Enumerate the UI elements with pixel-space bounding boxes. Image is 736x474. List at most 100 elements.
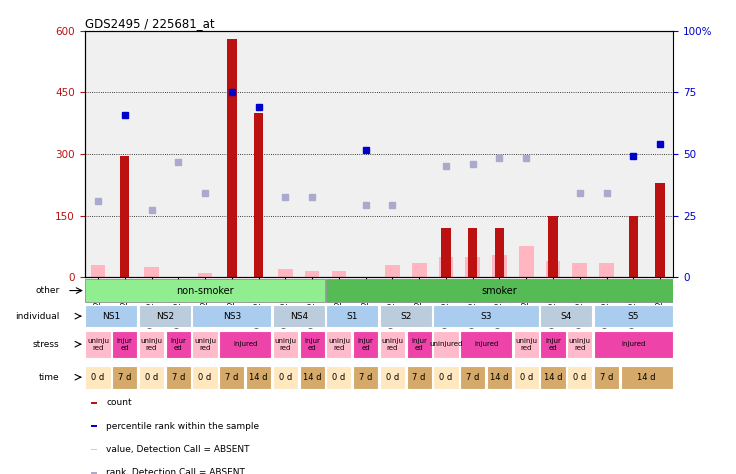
Bar bbox=[91, 449, 97, 450]
Bar bbox=[655, 183, 665, 277]
Bar bbox=[331, 271, 346, 277]
Bar bbox=[120, 156, 130, 277]
Bar bbox=[406, 330, 432, 358]
Bar bbox=[380, 330, 405, 358]
Bar bbox=[198, 273, 213, 277]
Bar bbox=[278, 269, 293, 277]
Bar bbox=[139, 366, 164, 389]
Text: uninju
red: uninju red bbox=[328, 337, 350, 351]
Text: 14 d: 14 d bbox=[637, 373, 656, 382]
Bar bbox=[545, 261, 560, 277]
Bar bbox=[273, 305, 325, 328]
Bar bbox=[567, 366, 592, 389]
Text: 7 d: 7 d bbox=[171, 373, 185, 382]
Text: smoker: smoker bbox=[481, 285, 517, 296]
Text: 14 d: 14 d bbox=[490, 373, 509, 382]
Text: injured: injured bbox=[621, 341, 645, 347]
Bar bbox=[219, 366, 244, 389]
Text: value, Detection Call = ABSENT: value, Detection Call = ABSENT bbox=[106, 445, 250, 454]
Bar bbox=[227, 39, 236, 277]
Text: injur
ed: injur ed bbox=[411, 337, 427, 351]
Bar bbox=[514, 330, 539, 358]
Bar bbox=[439, 257, 453, 277]
Bar bbox=[487, 366, 512, 389]
Bar bbox=[300, 330, 325, 358]
Text: individual: individual bbox=[15, 312, 60, 320]
Text: uninju
red: uninju red bbox=[515, 337, 537, 351]
Text: injured: injured bbox=[474, 341, 498, 347]
Bar bbox=[193, 366, 218, 389]
Text: count: count bbox=[106, 398, 132, 407]
Text: time: time bbox=[39, 373, 60, 382]
Text: GDS2495 / 225681_at: GDS2495 / 225681_at bbox=[85, 17, 214, 30]
Bar bbox=[219, 330, 271, 358]
Bar bbox=[305, 271, 319, 277]
Bar bbox=[273, 330, 298, 358]
Bar bbox=[540, 366, 565, 389]
Bar bbox=[434, 366, 459, 389]
Bar bbox=[166, 366, 191, 389]
Text: 0 d: 0 d bbox=[520, 373, 533, 382]
Bar bbox=[492, 255, 507, 277]
Bar bbox=[326, 305, 378, 328]
Bar bbox=[300, 366, 325, 389]
Text: rank, Detection Call = ABSENT: rank, Detection Call = ABSENT bbox=[106, 468, 245, 474]
Bar bbox=[326, 279, 673, 302]
Bar bbox=[326, 366, 352, 389]
Bar bbox=[166, 330, 191, 358]
Bar bbox=[91, 265, 105, 277]
Bar bbox=[468, 228, 478, 277]
Bar bbox=[540, 330, 565, 358]
Text: 0 d: 0 d bbox=[573, 373, 587, 382]
Text: 7 d: 7 d bbox=[600, 373, 613, 382]
Bar bbox=[254, 113, 263, 277]
Text: injur
ed: injur ed bbox=[545, 337, 561, 351]
Text: injur
ed: injur ed bbox=[304, 337, 320, 351]
Bar bbox=[629, 216, 638, 277]
Text: 0 d: 0 d bbox=[91, 373, 105, 382]
Bar bbox=[434, 330, 459, 358]
Bar bbox=[514, 366, 539, 389]
Text: uninju
red: uninju red bbox=[194, 337, 216, 351]
Text: S5: S5 bbox=[628, 312, 639, 320]
Bar bbox=[460, 366, 485, 389]
Bar bbox=[460, 330, 512, 358]
Bar bbox=[112, 330, 138, 358]
Text: stress: stress bbox=[33, 340, 60, 349]
Bar bbox=[85, 366, 110, 389]
Bar bbox=[112, 366, 138, 389]
Text: uninju
red: uninju red bbox=[87, 337, 109, 351]
Bar bbox=[465, 257, 480, 277]
Bar bbox=[573, 263, 587, 277]
Text: 7 d: 7 d bbox=[118, 373, 132, 382]
Text: S4: S4 bbox=[561, 312, 572, 320]
Bar bbox=[246, 366, 271, 389]
Text: NS3: NS3 bbox=[223, 312, 241, 320]
Bar bbox=[620, 366, 673, 389]
Text: NS1: NS1 bbox=[102, 312, 121, 320]
Text: 0 d: 0 d bbox=[332, 373, 345, 382]
Text: S2: S2 bbox=[400, 312, 411, 320]
Text: uninjured: uninjured bbox=[429, 341, 463, 347]
Text: 0 d: 0 d bbox=[279, 373, 292, 382]
Bar bbox=[85, 330, 110, 358]
Text: 0 d: 0 d bbox=[386, 373, 399, 382]
Bar bbox=[599, 263, 614, 277]
Bar bbox=[353, 366, 378, 389]
Bar bbox=[91, 425, 97, 427]
Text: other: other bbox=[35, 286, 60, 295]
Bar bbox=[380, 366, 405, 389]
Text: 7 d: 7 d bbox=[225, 373, 238, 382]
Bar bbox=[144, 267, 159, 277]
Bar bbox=[594, 305, 673, 328]
Bar bbox=[495, 228, 504, 277]
Bar bbox=[567, 330, 592, 358]
Bar bbox=[91, 472, 97, 474]
Text: 7 d: 7 d bbox=[359, 373, 372, 382]
Bar bbox=[442, 228, 450, 277]
Text: S3: S3 bbox=[481, 312, 492, 320]
Bar bbox=[85, 305, 138, 328]
Bar bbox=[540, 305, 592, 328]
Bar bbox=[594, 366, 619, 389]
Text: uninju
red: uninju red bbox=[141, 337, 163, 351]
